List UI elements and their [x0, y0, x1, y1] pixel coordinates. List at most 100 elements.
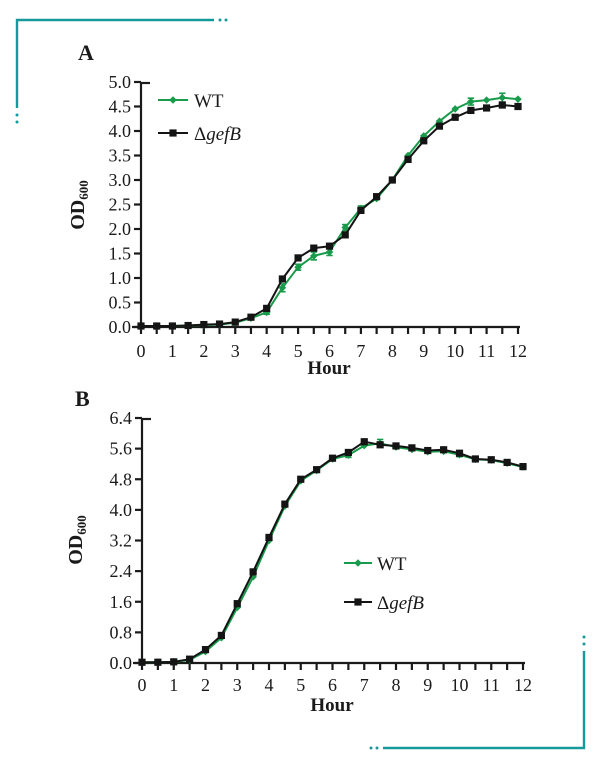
gefb-marker	[313, 466, 321, 474]
y-tick-label: 3.2	[110, 531, 133, 551]
gefb-marker	[168, 322, 177, 330]
x-tick-label: 12	[509, 341, 527, 361]
x-tick-label: 4	[265, 675, 274, 695]
gefb-marker	[487, 456, 495, 464]
x-tick-label: 2	[201, 675, 210, 695]
gefb-marker	[503, 458, 511, 467]
legend-item-gefb: ΔgefB	[344, 593, 424, 614]
gefb-marker	[170, 658, 178, 666]
x-tick-label: 8	[392, 675, 401, 695]
bracket-dot	[375, 746, 379, 750]
wt-series	[138, 438, 527, 667]
y-tick-label: 4.0	[110, 500, 133, 520]
gefb-marker	[341, 231, 349, 239]
gefb-marker	[249, 568, 257, 576]
x-tick-label: 3	[233, 675, 242, 695]
gefb-marker	[325, 242, 334, 250]
y-tick-label: 1.6	[110, 592, 133, 612]
wt-marker	[419, 132, 428, 140]
gefb-marker	[215, 320, 224, 328]
gefb-marker	[247, 313, 255, 321]
gefb-marker	[373, 193, 381, 201]
x-tick-label: 8	[388, 341, 397, 361]
gefb-marker	[154, 658, 162, 666]
wt-marker	[451, 105, 459, 113]
wt-marker	[278, 284, 287, 292]
gefb-marker	[404, 155, 412, 164]
y-tick-label: 2.0	[109, 219, 132, 239]
gefb-marker	[451, 113, 459, 121]
x-tick-label: 6	[325, 341, 334, 361]
gefb-marker	[420, 137, 428, 145]
y-axis-title: OD600	[67, 180, 91, 230]
gefb-legend-marker	[169, 129, 177, 137]
wt-marker	[341, 223, 350, 232]
legend: WT ΔgefB	[158, 91, 241, 145]
gefb-marker	[344, 448, 352, 457]
x-tick-label: 11	[483, 675, 500, 695]
gefb-marker	[217, 631, 225, 640]
panel-a-label: A	[78, 40, 94, 65]
axes	[132, 80, 520, 334]
bracket-dot	[218, 18, 222, 22]
x-tick-label: 0	[138, 675, 147, 695]
gefb-marker	[498, 101, 506, 109]
chart-a: 0.00.51.01.52.02.53.03.54.04.55.00 1 2 3 4 5 6…	[67, 72, 527, 361]
gefb-marker	[435, 122, 444, 130]
y-axis-title-text: OD600	[65, 515, 89, 565]
x-tick-label: 6	[328, 675, 337, 695]
y-tick-label: 5.0	[109, 72, 132, 92]
y-tick-label: 2.4	[110, 561, 133, 581]
gefb-series-line	[142, 440, 524, 664]
y-tick-label: 4.5	[109, 97, 132, 117]
y-tick-label: 1.5	[109, 244, 132, 264]
gefb-marker	[519, 463, 527, 471]
y-tick-label: 0.0	[110, 653, 133, 673]
chart-a-xaxis-title: Hour	[307, 358, 351, 379]
y-tick-label: 3.0	[109, 170, 132, 190]
gefb-marker	[471, 455, 479, 463]
gefb-marker	[388, 176, 396, 184]
y-tick-label: 0.8	[110, 622, 133, 642]
x-tick-label: 12	[514, 675, 532, 695]
bracket-dot	[582, 635, 586, 639]
x-tick-label: 7	[360, 675, 369, 695]
x-tick-label: 9	[419, 341, 428, 361]
gefb-legend-label: ΔgefB	[194, 124, 241, 145]
corner-brackets	[15, 18, 586, 750]
gefb-series	[138, 438, 527, 666]
y-tick-label: 3.5	[109, 146, 132, 166]
y-tick-label: 0.5	[109, 293, 132, 313]
gefb-marker	[138, 658, 146, 666]
gefb-series	[137, 101, 522, 330]
x-tick-label: 9	[423, 675, 432, 695]
x-tick-label: 5	[296, 675, 305, 695]
gefb-marker	[357, 206, 365, 214]
gefb-marker	[467, 106, 475, 115]
gefb-marker	[297, 475, 305, 483]
gefb-marker	[482, 104, 491, 112]
x-tick-label: 4	[262, 341, 271, 361]
chart-b-xaxis-title: Hour	[310, 695, 354, 716]
panel-b-label: B	[75, 386, 90, 411]
bracket-dot	[369, 746, 373, 750]
gefb-marker	[360, 438, 368, 446]
y-axis-title: OD600	[65, 515, 89, 565]
gefb-marker	[201, 646, 210, 654]
y-tick-label: 2.5	[109, 195, 132, 215]
wt-marker	[294, 263, 302, 272]
wt-marker	[309, 252, 318, 260]
x-tick-label: 1	[169, 675, 178, 695]
bracket-dot	[582, 642, 586, 646]
gefb-marker	[265, 533, 273, 542]
y-tick-label: 4.0	[109, 121, 132, 141]
gefb-marker	[200, 320, 208, 329]
y-tick-label: 5.6	[110, 439, 133, 459]
x-tick-label: 2	[199, 341, 208, 361]
bracket-dot	[15, 113, 19, 117]
wt-marker	[249, 573, 257, 581]
gefb-marker	[186, 655, 194, 663]
y-tick-label: 1.0	[109, 268, 132, 288]
